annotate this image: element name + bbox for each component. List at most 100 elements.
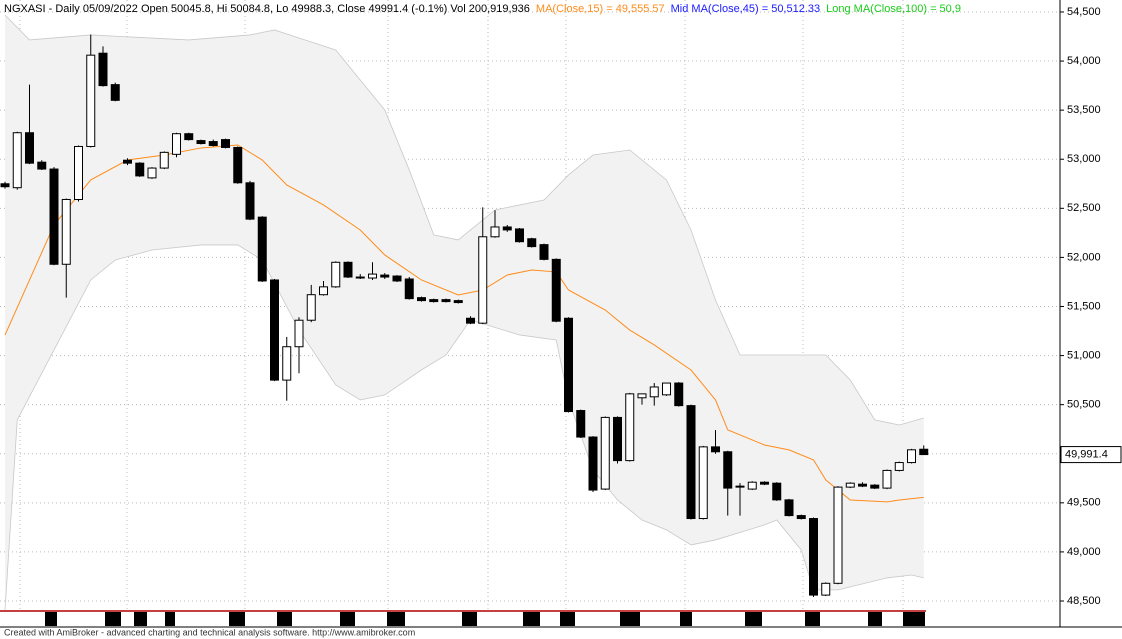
date-block xyxy=(277,612,292,626)
candle-body xyxy=(110,84,120,101)
candle-body xyxy=(894,462,904,471)
candle-body xyxy=(343,261,353,278)
indicator-label: Mid MA(Close,45) = 50,512.33 xyxy=(671,3,821,15)
candle-body xyxy=(515,228,524,243)
candle-body xyxy=(233,146,243,184)
candle-body xyxy=(466,317,475,324)
candle-body xyxy=(698,446,708,520)
candle-body xyxy=(662,382,671,396)
y-tick-label: 49,500 xyxy=(1067,497,1101,509)
candle-body xyxy=(564,317,573,413)
date-block xyxy=(387,612,405,626)
date-block xyxy=(229,612,245,626)
y-axis: 48,50049,00049,50050,00050,50051,00051,5… xyxy=(1060,6,1122,607)
candle-body xyxy=(25,132,34,164)
candle-body xyxy=(123,159,132,164)
date-block xyxy=(45,612,57,626)
y-tick-label: 51,000 xyxy=(1067,349,1101,361)
candle-body xyxy=(221,139,230,148)
last-price-label: 49,991.4 xyxy=(1065,448,1108,460)
candle-body xyxy=(37,161,47,170)
candle-body xyxy=(0,183,10,188)
candle-body xyxy=(355,276,365,279)
candle-body xyxy=(319,286,328,296)
footer: Created with AmiBroker - advanced charti… xyxy=(4,627,415,637)
date-block xyxy=(560,612,575,626)
date-block xyxy=(165,612,175,626)
y-tick-label: 53,000 xyxy=(1067,153,1101,165)
candle-body xyxy=(245,182,255,220)
candle-body xyxy=(735,485,745,488)
candle-body xyxy=(870,484,880,489)
band-line xyxy=(4,244,924,610)
candle-body xyxy=(86,54,96,147)
candle-body xyxy=(527,238,537,248)
candle-body xyxy=(613,416,622,462)
candle-body xyxy=(907,449,916,464)
candle-body xyxy=(270,279,279,381)
date-block xyxy=(680,612,692,626)
candle-body xyxy=(919,448,929,456)
candle-body xyxy=(809,518,818,596)
candle-body xyxy=(723,451,733,489)
y-tick-label: 54,500 xyxy=(1067,6,1101,18)
date-block xyxy=(620,612,640,626)
chart-title: NGXASI - Daily 05/09/2022 Open 50045.8, … xyxy=(4,3,530,15)
candle-body xyxy=(306,294,316,321)
candle-body xyxy=(12,132,22,189)
candle-body xyxy=(821,582,831,596)
candle-body xyxy=(404,278,414,300)
candle-body xyxy=(539,244,549,260)
candle-body xyxy=(784,499,794,517)
date-block xyxy=(868,612,882,626)
candle-body xyxy=(858,483,867,487)
date-block xyxy=(805,612,820,626)
y-tick-label: 48,500 xyxy=(1067,595,1101,607)
candle-body xyxy=(49,168,59,265)
candle-body xyxy=(625,393,635,462)
candle-body xyxy=(331,261,341,288)
candle-body xyxy=(845,482,855,488)
candle-body xyxy=(674,382,684,407)
candle-body xyxy=(833,486,843,584)
candle-body xyxy=(368,273,377,279)
candle-body xyxy=(747,481,757,490)
candle-body xyxy=(135,162,145,177)
candle-body xyxy=(490,226,500,238)
y-tick-label: 50,500 xyxy=(1067,399,1101,411)
candle-body xyxy=(61,198,71,265)
candle-body xyxy=(478,236,488,324)
candle-body xyxy=(392,275,402,282)
y-tick-label: 53,500 xyxy=(1067,104,1101,116)
candle-body xyxy=(711,446,720,453)
band-line xyxy=(4,14,924,426)
ma-line xyxy=(4,144,924,503)
candle-body xyxy=(257,216,267,282)
candle-body xyxy=(796,515,806,520)
y-tick-label: 49,000 xyxy=(1067,546,1101,558)
candle-body xyxy=(429,299,439,303)
candle-body xyxy=(576,410,586,438)
date-block xyxy=(903,612,925,626)
last-price-box xyxy=(1060,446,1122,464)
candle-body xyxy=(760,481,769,485)
date-block xyxy=(523,612,540,626)
candle-body xyxy=(184,133,194,141)
date-block xyxy=(134,612,147,626)
candle-body xyxy=(282,346,292,381)
candle-body xyxy=(294,319,304,348)
date-block xyxy=(745,612,762,626)
y-tick-label: 54,000 xyxy=(1067,55,1101,67)
date-block xyxy=(340,612,355,626)
y-tick-label: 52,000 xyxy=(1067,251,1101,263)
candle-body xyxy=(882,469,892,489)
candle-body xyxy=(147,167,157,179)
candle-body xyxy=(649,386,659,398)
date-strip xyxy=(0,610,926,626)
candle-body xyxy=(637,393,647,399)
plot-area xyxy=(0,11,1060,610)
indicator-label: MA(Close,15) = 49,555.57 xyxy=(536,3,665,15)
candle-body xyxy=(453,300,463,304)
candle-body xyxy=(172,133,181,155)
